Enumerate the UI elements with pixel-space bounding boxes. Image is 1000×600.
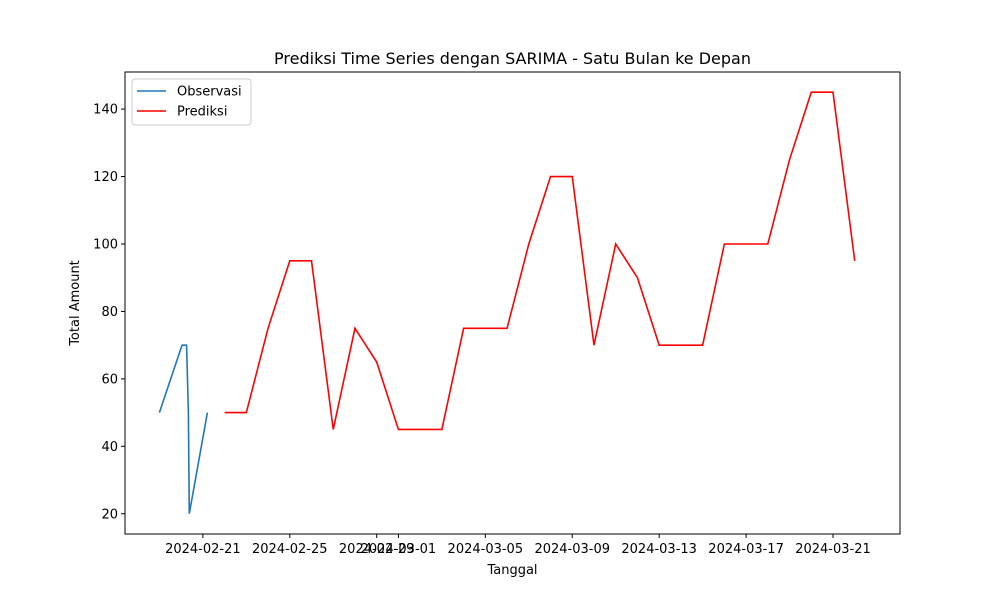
chart-title: Prediksi Time Series dengan SARIMA - Sat… xyxy=(274,49,751,68)
y-axis: 20 40 60 80 100 120 140 xyxy=(93,103,125,522)
x-tick-label: 2024-03-09 xyxy=(534,542,610,557)
y-tick-label: 60 xyxy=(101,372,118,387)
x-axis: 2024-02-21 2024-02-25 2024-02-292024-03-01… xyxy=(165,534,871,557)
x-tick-label: 2024-02-21 xyxy=(165,542,241,557)
series-line-prediksi xyxy=(224,91,856,431)
x-tick-label: 2024-03-13 xyxy=(621,542,697,557)
legend-label-observasi: Observasi xyxy=(177,85,242,100)
y-tick-label: 100 xyxy=(93,237,118,252)
x-tick-label: 2024-03-17 xyxy=(708,542,784,557)
legend: Observasi Prediksi xyxy=(131,78,252,126)
y-tick-label: 140 xyxy=(93,103,118,118)
y-axis-label: Total Amount xyxy=(68,260,83,347)
plot-area xyxy=(158,91,856,514)
y-tick-label: 120 xyxy=(93,170,118,185)
y-tick-label: 80 xyxy=(101,305,118,320)
x-axis-label: Tanggal xyxy=(486,563,537,578)
x-tick-label: 2024-03-05 xyxy=(448,542,524,557)
y-tick-label: 40 xyxy=(101,440,118,455)
legend-label-prediksi: Prediksi xyxy=(177,105,227,120)
x-tick-label: 2024-02-29 xyxy=(339,542,415,557)
y-tick-label: 20 xyxy=(101,507,118,522)
x-tick-label: 2024-03-01 xyxy=(361,542,437,557)
series-line-observasi xyxy=(158,344,209,514)
x-tick-label: 2024-03-21 xyxy=(795,542,871,557)
x-tick-label: 2024-02-25 xyxy=(252,542,328,557)
axes-frame xyxy=(124,71,901,535)
